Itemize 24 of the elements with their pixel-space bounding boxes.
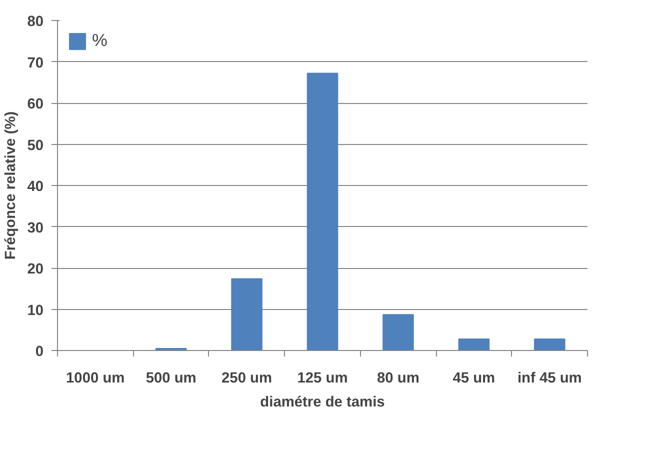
x-tick-label: 45 um <box>452 370 496 386</box>
legend-label: % <box>92 30 108 51</box>
y-tick-label: 20 <box>27 262 44 278</box>
y-tick-label: 50 <box>27 138 44 154</box>
x-tick-label: 500 um <box>146 370 196 386</box>
y-tick-label: 0 <box>35 344 44 360</box>
y-tick-label: 80 <box>27 14 44 30</box>
x-tick-label: 80 um <box>377 370 420 386</box>
x-tick-label: inf 45 um <box>517 370 582 386</box>
x-tick-label: 1000 um <box>66 370 125 386</box>
bar <box>534 338 566 350</box>
bar <box>458 338 490 350</box>
bar <box>382 314 414 350</box>
y-tick-label: 30 <box>27 220 44 236</box>
y-axis-title: Fréqonce relative (%) <box>3 111 20 260</box>
x-axis-title: diamétre de tamis <box>260 394 385 410</box>
y-tick-label: 70 <box>27 55 44 72</box>
x-tick-label: 250 um <box>222 370 272 386</box>
y-tick-label: 10 <box>27 302 44 319</box>
bar <box>231 278 262 350</box>
y-tick-label: 40 <box>27 179 44 195</box>
bar <box>306 72 338 350</box>
y-tick-label: 60 <box>27 96 44 112</box>
x-tick-label: 125 um <box>297 370 348 386</box>
